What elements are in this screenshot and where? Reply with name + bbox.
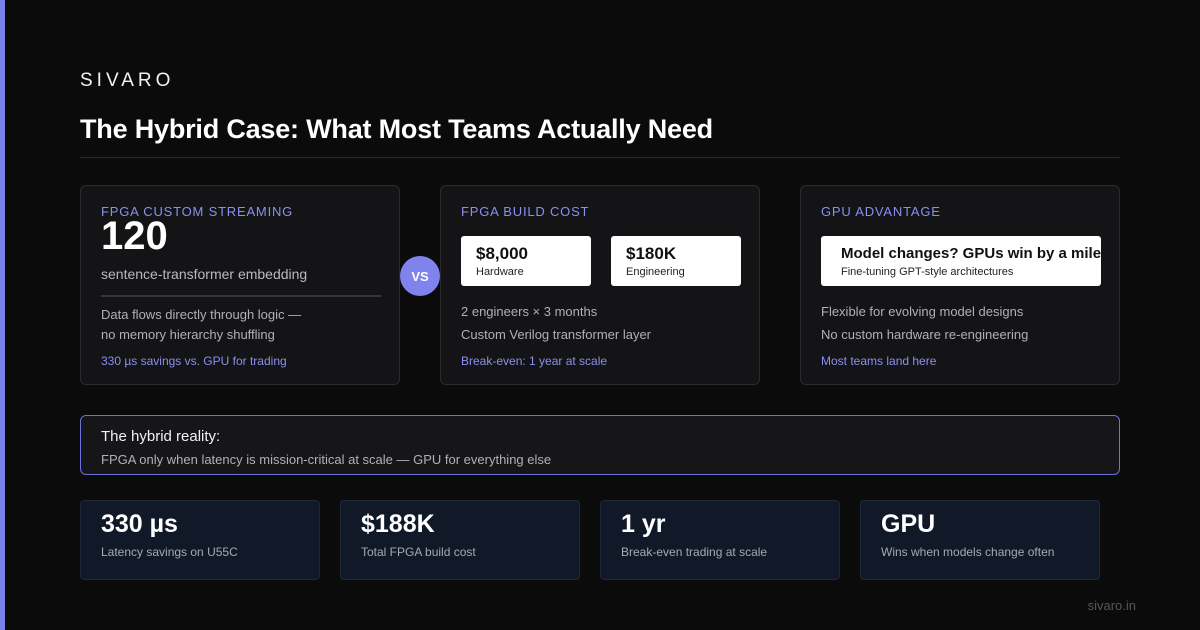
stat-value: 1 yr <box>621 510 666 538</box>
engineering-chip: $180K Engineering <box>611 236 741 286</box>
stat-card-latency: 330 µs Latency savings on U55C <box>80 500 320 580</box>
hardware-chip: $8,000 Hardware <box>461 236 591 286</box>
hybrid-text: FPGA only when latency is mission-critic… <box>101 452 552 467</box>
chip-value: Model changes? GPUs win by a mile <box>841 245 1102 262</box>
card-label: FPGA CUSTOM STREAMING <box>101 204 294 219</box>
card-text-line: No custom hardware re-engineering <box>821 327 1029 342</box>
stat-label: Total FPGA build cost <box>361 545 476 559</box>
card-text-line: no memory hierarchy shuffling <box>101 327 275 342</box>
card-label: FPGA BUILD COST <box>461 204 590 219</box>
card-text-line: Custom Verilog transformer layer <box>461 327 652 342</box>
hybrid-callout: The hybrid reality: FPGA only when laten… <box>80 415 1120 475</box>
card-label: GPU ADVANTAGE <box>821 204 941 219</box>
card-fpga-streaming: FPGA CUSTOM STREAMING 120 sentence-trans… <box>80 185 400 385</box>
stat-label: Latency savings on U55C <box>101 545 238 559</box>
chip-value: $8,000 <box>476 244 528 263</box>
stat-card-break-even: 1 yr Break-even trading at scale <box>600 500 840 580</box>
card-text-line: 2 engineers × 3 months <box>461 304 598 319</box>
accent-bar <box>0 0 5 630</box>
stat-card-cost: $188K Total FPGA build cost <box>340 500 580 580</box>
chip-value: $180K <box>626 244 677 263</box>
stat-label: Break-even trading at scale <box>621 545 768 559</box>
card-highlight: 330 µs savings vs. GPU for trading <box>101 354 287 368</box>
brand-logo: SIVARO <box>80 70 175 91</box>
big-number: 120 <box>101 214 168 258</box>
hybrid-title: The hybrid reality: <box>101 428 221 445</box>
chip-label: Fine-tuning GPT-style architectures <box>841 266 1014 278</box>
chip-label: Engineering <box>626 266 685 278</box>
footer-url[interactable]: sivaro.in <box>1087 598 1136 613</box>
card-divider <box>101 295 381 297</box>
card-fpga-build-cost: FPGA BUILD COST $8,000 Hardware $180K En… <box>440 185 760 385</box>
card-subtitle: sentence-transformer embedding <box>101 266 308 282</box>
card-gpu-advantage: GPU ADVANTAGE Model changes? GPUs win by… <box>800 185 1120 385</box>
gpu-chip: Model changes? GPUs win by a mile Fine-t… <box>821 236 1101 286</box>
stat-card-gpu: GPU Wins when models change often <box>860 500 1100 580</box>
vs-badge: VS <box>400 256 440 296</box>
card-highlight: Most teams land here <box>821 354 937 368</box>
card-highlight: Break-even: 1 year at scale <box>461 354 608 368</box>
card-text-line: Flexible for evolving model designs <box>821 304 1024 319</box>
chip-label: Hardware <box>476 266 524 278</box>
title-divider <box>80 157 1120 158</box>
card-text-line: Data flows directly through logic — <box>101 307 302 322</box>
page-title: The Hybrid Case: What Most Teams Actuall… <box>80 114 713 144</box>
stat-label: Wins when models change often <box>881 545 1055 559</box>
stat-value: $188K <box>361 510 435 538</box>
stat-value: 330 µs <box>101 510 178 538</box>
stat-value: GPU <box>881 510 936 538</box>
